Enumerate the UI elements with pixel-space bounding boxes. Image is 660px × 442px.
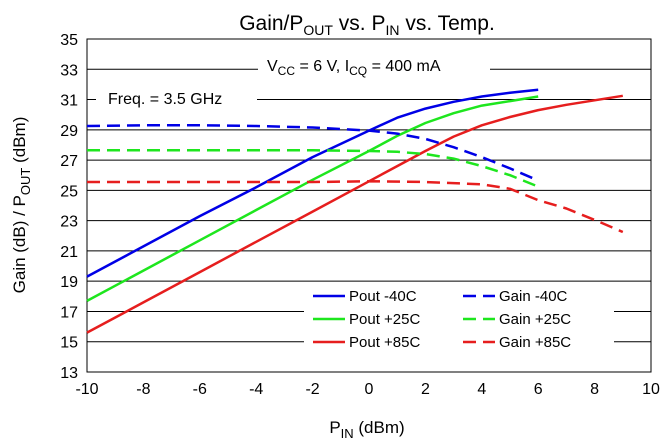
x-tick-label: 10 (642, 381, 660, 398)
series-line-pout-40c (86, 88, 539, 278)
x-tick-label: -4 (249, 381, 263, 398)
x-tick-label: 0 (365, 381, 374, 398)
chart-title: Gain/POUT vs. PIN vs. Temp. (239, 12, 495, 38)
legend-label: Pout +25C (349, 311, 420, 328)
legend-label: Gain +25C (499, 311, 571, 328)
freq-annotation: Freq. = 3.5 GHz (108, 91, 222, 108)
y-tick-label: 31 (60, 93, 78, 110)
x-tick-labels: -10 -8 -6 -4 -2 0 2 4 6 8 10 (75, 381, 660, 398)
y-tick-labels: 13 15 17 19 21 23 25 27 29 31 33 35 (60, 32, 78, 382)
y-tick-label: 35 (60, 32, 78, 49)
legend-label: Gain +85C (499, 334, 571, 351)
series-line-pout-25c (86, 95, 539, 303)
x-tick-label: -2 (305, 381, 319, 398)
y-tick-label: 33 (60, 62, 78, 79)
legend-label: Pout -40C (349, 288, 417, 305)
x-tick-label: 6 (534, 381, 543, 398)
y-tick-label: 13 (60, 365, 78, 382)
y-tick-label: 21 (60, 244, 78, 261)
x-tick-label: -10 (75, 381, 98, 398)
series-lines (86, 88, 624, 334)
y-tick-label: 15 (60, 335, 78, 352)
x-tick-label: -6 (193, 381, 207, 398)
legend-label: Gain -40C (499, 288, 568, 305)
series-line-pout-85c (86, 94, 623, 334)
x-axis-label: PIN (dBm) (329, 418, 404, 441)
legend: Pout -40C Pout +25C Pout +85C Gain -40C Gain… (313, 288, 571, 351)
series-line-gain-40c (86, 124, 539, 182)
series-line-gain-25c (87, 149, 539, 188)
y-axis-label: Gain (dB) / POUT (dBm) (10, 117, 33, 294)
series-line-gain-85c (87, 180, 624, 234)
freq-annotation-box (96, 85, 257, 112)
x-tick-label: 8 (590, 381, 599, 398)
y-tick-label: 25 (60, 183, 78, 200)
y-tick-label: 29 (60, 123, 78, 140)
y-tick-label: 27 (60, 153, 78, 170)
bias-annotation: VCC = 6 V, ICQ = 400 mA (267, 58, 441, 78)
y-tick-label: 23 (60, 214, 78, 231)
plot-area (86, 38, 652, 373)
legend-label: Pout +85C (349, 334, 420, 351)
x-tick-label: -8 (136, 381, 150, 398)
legend-box (304, 282, 614, 358)
bias-annotation-box (258, 50, 490, 80)
y-tick-label: 19 (60, 274, 78, 291)
x-tick-label: 2 (421, 381, 430, 398)
x-tick-label: 4 (477, 381, 486, 398)
y-tick-label: 17 (60, 304, 78, 321)
